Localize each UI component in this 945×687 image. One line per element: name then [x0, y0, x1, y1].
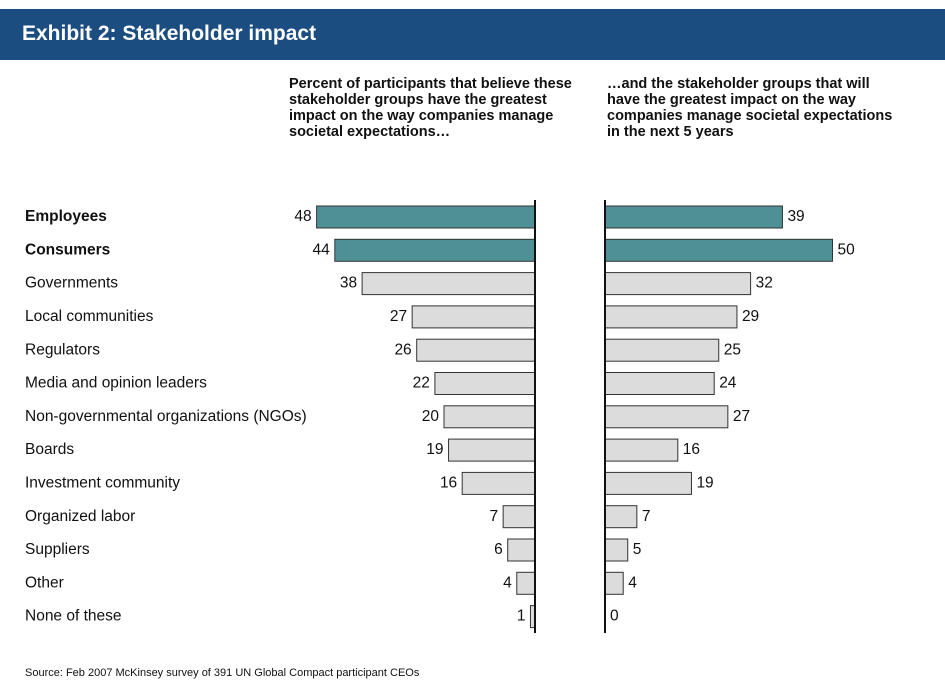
category-label: Governments: [25, 275, 118, 292]
bar: [604, 205, 783, 229]
value-label: 29: [742, 308, 759, 325]
category-label: Regulators: [25, 341, 100, 358]
value-label: 50: [838, 241, 856, 258]
value-label: 4: [503, 574, 512, 591]
bar: [411, 305, 536, 329]
value-label: 16: [440, 474, 457, 491]
bar: [416, 338, 536, 362]
bar: [316, 205, 536, 229]
value-label: 19: [426, 441, 443, 458]
bar: [604, 471, 692, 495]
value-label: 7: [490, 508, 499, 525]
bar: [434, 372, 536, 395]
bar: [604, 272, 752, 296]
value-label: 5: [633, 541, 642, 558]
bar: [604, 238, 833, 262]
bar: [507, 538, 536, 562]
bar: [604, 305, 738, 329]
value-label: 27: [390, 308, 407, 325]
value-label: 39: [787, 208, 804, 225]
bar: [448, 438, 536, 462]
panel-header: Percent of participants that believe the…: [289, 76, 572, 140]
bar: [334, 238, 536, 262]
value-label: 0: [610, 608, 619, 625]
category-label: Boards: [25, 441, 74, 458]
value-label: 7: [642, 508, 651, 525]
bar: [604, 505, 638, 529]
category-label: Media and opinion leaders: [25, 375, 207, 392]
bar: [461, 471, 536, 495]
category-label: Consumers: [25, 241, 110, 258]
header-band: [0, 9, 945, 60]
bar: [604, 438, 679, 462]
value-label: 27: [733, 408, 750, 425]
value-label: 1: [517, 608, 526, 625]
value-label: 25: [724, 341, 741, 358]
bar: [502, 505, 536, 529]
bar: [604, 538, 629, 562]
bar: [604, 372, 715, 395]
bar: [443, 405, 536, 429]
bar: [604, 571, 624, 595]
value-label: 20: [422, 408, 440, 425]
value-label: 4: [628, 574, 637, 591]
bar: [516, 571, 536, 595]
value-label: 16: [683, 441, 700, 458]
category-label: Employees: [25, 208, 107, 225]
value-label: 26: [394, 341, 411, 358]
category-label: Other: [25, 574, 64, 591]
panel-header: …and the stakeholder groups that will ha…: [607, 76, 893, 140]
category-label: None of these: [25, 608, 122, 625]
category-label: Non-governmental organizations (NGOs): [25, 408, 307, 425]
value-label: 38: [340, 275, 357, 292]
bar: [604, 405, 729, 429]
value-label: 44: [313, 241, 331, 258]
value-label: 6: [494, 541, 503, 558]
bar: [604, 338, 720, 362]
source-note: Source: Feb 2007 McKinsey survey of 391 …: [25, 667, 420, 679]
value-label: 22: [413, 375, 430, 392]
bar: [361, 272, 536, 296]
value-label: 32: [756, 275, 773, 292]
category-label: Suppliers: [25, 541, 90, 558]
category-label: Organized labor: [25, 508, 135, 525]
category-label: Investment community: [25, 474, 180, 491]
value-label: 48: [294, 208, 311, 225]
chart-title: Exhibit 2: Stakeholder impact: [22, 22, 317, 45]
value-label: 24: [719, 375, 737, 392]
category-label: Local communities: [25, 308, 154, 325]
value-label: 19: [696, 474, 713, 491]
